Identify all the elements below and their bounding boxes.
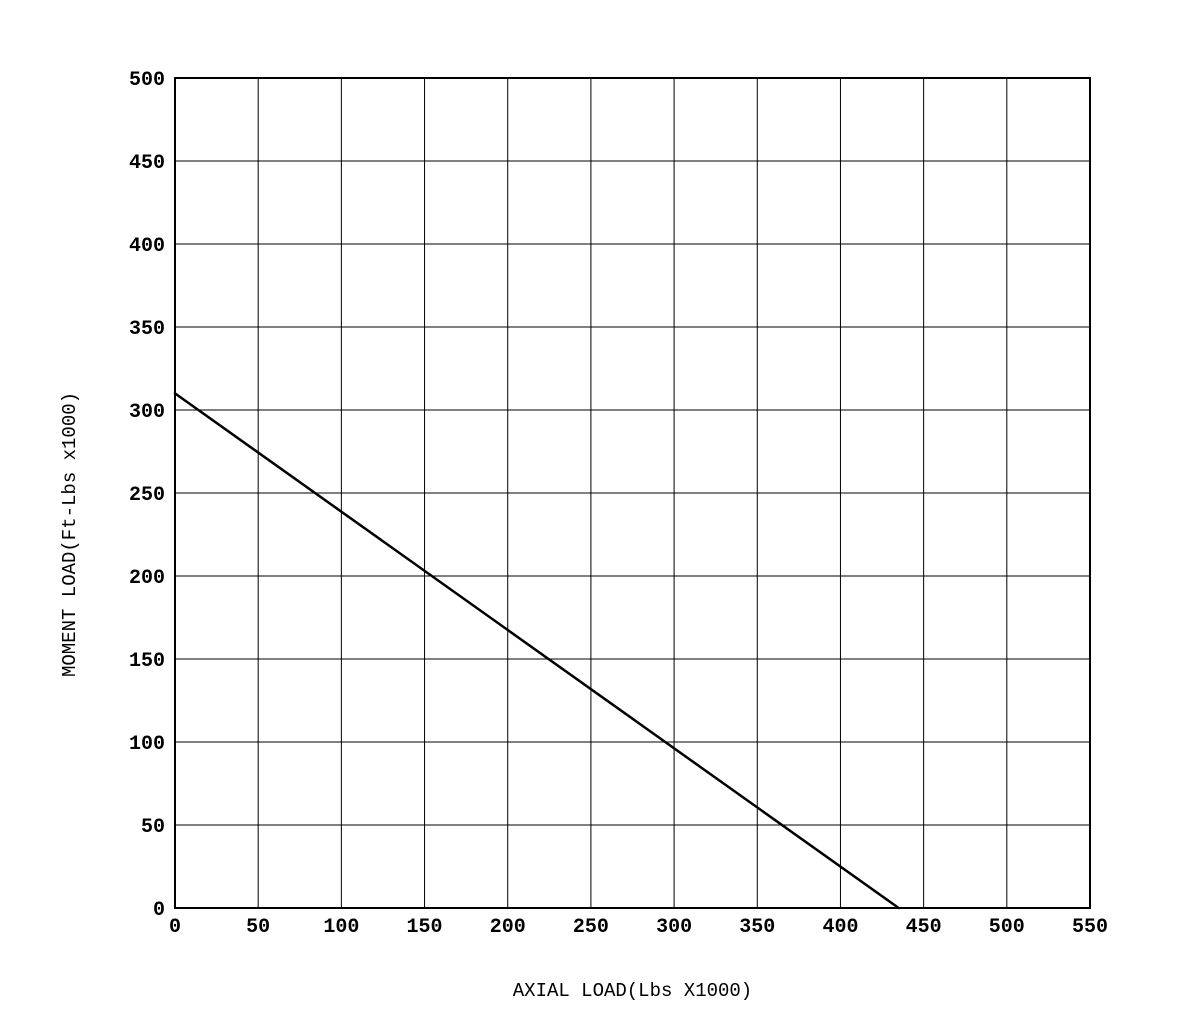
x-tick-label: 450 <box>906 916 942 939</box>
x-tick-label: 0 <box>169 916 181 939</box>
chart-container: 0 50 100 150 200 250 300 350 400 450 500 550 0 50 100 1… <box>0 0 1190 1020</box>
y-tick-label: 0 <box>153 899 165 922</box>
x-tick-label: 200 <box>490 916 526 939</box>
x-tick-label: 50 <box>246 916 270 939</box>
x-tick-label: 150 <box>407 916 443 939</box>
x-axis-label: AXIAL LOAD(Lbs X1000) <box>513 980 752 1002</box>
y-tick-label: 400 <box>129 235 165 258</box>
y-tick-label: 450 <box>129 152 165 175</box>
chart-background <box>0 0 1190 1020</box>
y-tick-label: 300 <box>129 401 165 424</box>
load-chart: 0 50 100 150 200 250 300 350 400 450 500 550 0 50 100 1… <box>0 0 1190 1020</box>
y-tick-label: 50 <box>141 816 165 839</box>
y-tick-label: 500 <box>129 69 165 92</box>
x-tick-label: 300 <box>656 916 692 939</box>
y-tick-label: 350 <box>129 318 165 341</box>
x-tick-label: 100 <box>323 916 359 939</box>
y-tick-label: 150 <box>129 650 165 673</box>
x-tick-label: 500 <box>989 916 1025 939</box>
x-tick-label: 400 <box>822 916 858 939</box>
y-tick-label: 200 <box>129 567 165 590</box>
x-tick-label: 550 <box>1072 916 1108 939</box>
y-tick-label: 100 <box>129 733 165 756</box>
x-tick-label: 350 <box>739 916 775 939</box>
y-tick-label: 250 <box>129 484 165 507</box>
y-axis-label: MOMENT LOAD(Ft-Lbs x1000) <box>59 392 81 677</box>
x-tick-label: 250 <box>573 916 609 939</box>
